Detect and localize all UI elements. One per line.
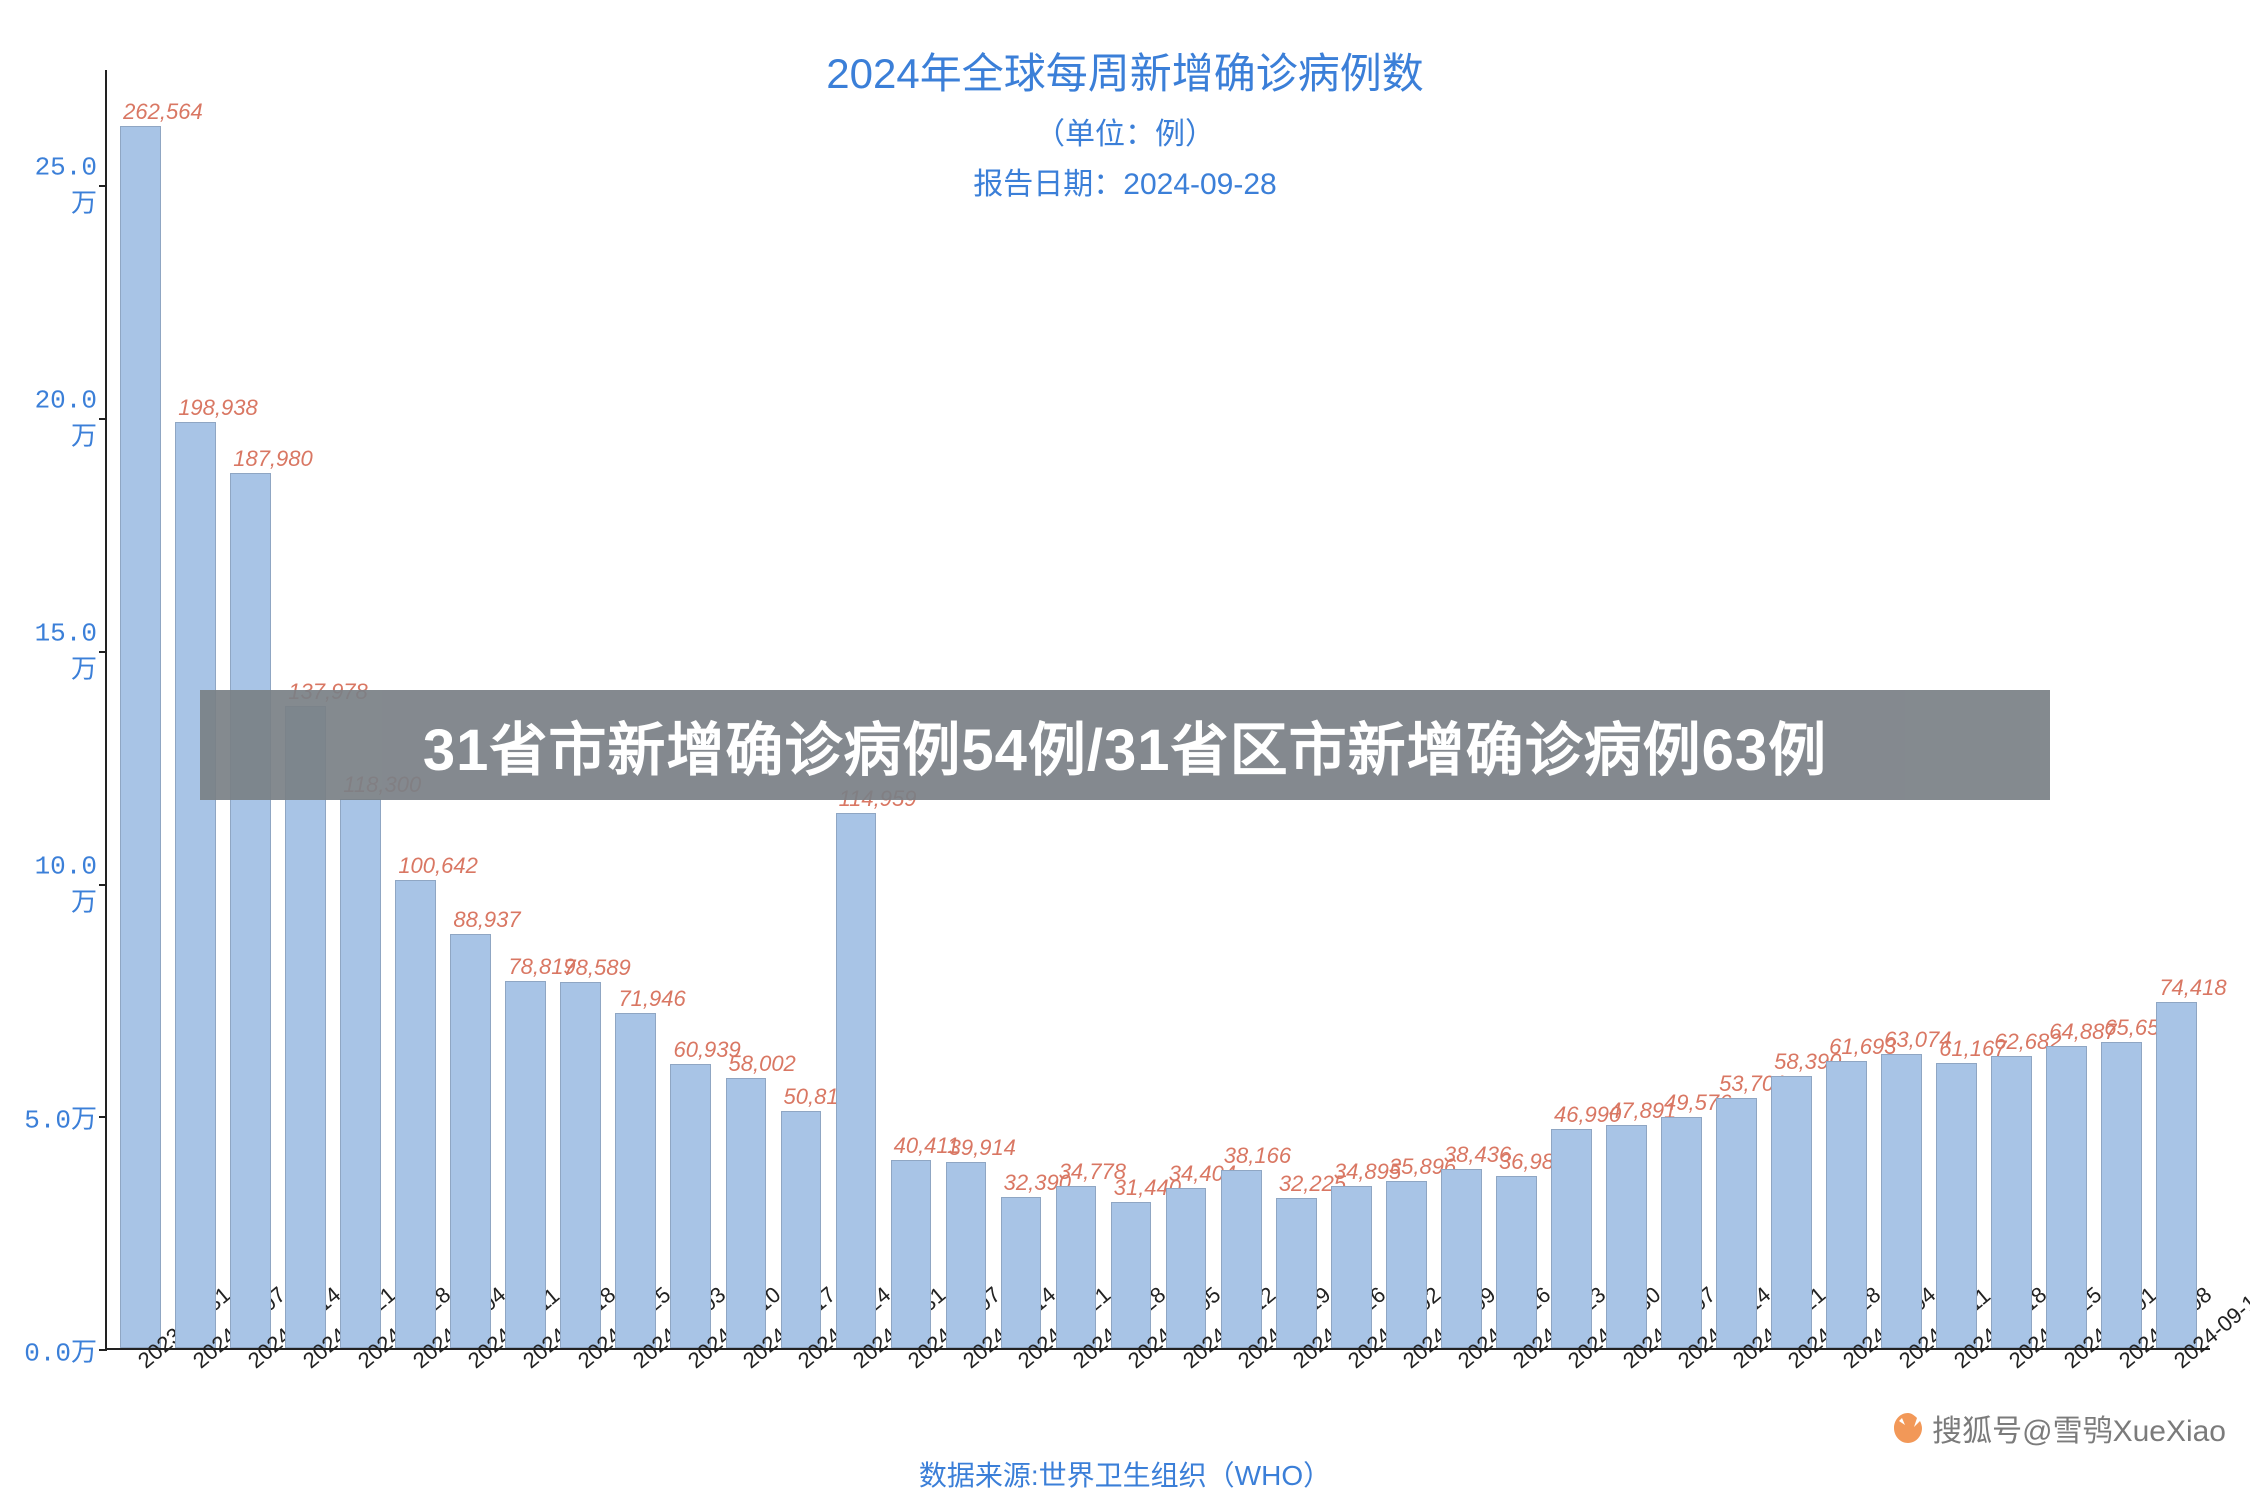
bar-slot: 65,6552024-09-08 — [2094, 70, 2149, 1348]
bar: 198,938 — [175, 422, 216, 1348]
bar: 34,778 — [1056, 1186, 1097, 1348]
bar: 40,411 — [891, 1160, 932, 1348]
bar: 88,937 — [450, 934, 491, 1348]
bar: 62,682 — [1991, 1056, 2032, 1348]
bar: 49,576 — [1661, 1117, 1702, 1348]
bar: 35,896 — [1386, 1181, 1427, 1348]
bar-slot: 262,5642023-12-31 — [113, 70, 168, 1348]
bar-slot: 74,4182024-09-15 — [2149, 70, 2204, 1348]
y-tick-mark — [99, 884, 107, 886]
bar: 32,390 — [1001, 1197, 1042, 1348]
watermark: 搜狐号@雪鸮XueXiao — [1890, 1406, 2226, 1450]
bar: 137,978 — [285, 706, 326, 1348]
bar: 100,642 — [395, 880, 436, 1348]
y-tick-label: 25.0万 — [12, 153, 97, 220]
bar: 38,436 — [1441, 1169, 1482, 1348]
bar: 114,959 — [836, 813, 877, 1348]
bar: 187,980 — [230, 473, 271, 1348]
chart-container: 2024年全球每周新增确诊病例数 （单位：例） 报告日期：2024-09-28 … — [0, 0, 2250, 1500]
overlay-banner: 31省市新增确诊病例54例/31省区市新增确诊病例63例 — [200, 690, 2050, 800]
bar-value-label: 74,418 — [2159, 975, 2226, 1003]
y-tick-mark — [99, 651, 107, 653]
sohu-fox-icon — [1890, 1410, 1926, 1446]
bar: 78,589 — [560, 982, 601, 1348]
bar: 71,946 — [615, 1013, 656, 1348]
bar: 61,693 — [1826, 1061, 1867, 1348]
bar: 60,939 — [670, 1064, 711, 1348]
y-tick-label: 5.0万 — [12, 1099, 97, 1136]
watermark-text: 搜狐号@雪鸮XueXiao — [1932, 1406, 2226, 1450]
bar: 50,815 — [781, 1111, 822, 1348]
bar: 58,390 — [1771, 1076, 1812, 1348]
bar: 39,914 — [946, 1162, 987, 1348]
bar: 118,300 — [340, 799, 381, 1348]
y-tick-label: 20.0万 — [12, 386, 97, 453]
bar: 31,440 — [1111, 1202, 1152, 1348]
bar: 64,887 — [2046, 1046, 2087, 1348]
bar: 34,895 — [1331, 1186, 1372, 1348]
bar: 36,981 — [1496, 1176, 1537, 1348]
bar: 61,167 — [1936, 1063, 1977, 1348]
y-tick-label: 15.0万 — [12, 618, 97, 685]
bar: 63,074 — [1881, 1054, 1922, 1348]
bar: 53,701 — [1716, 1098, 1757, 1348]
y-tick-label: 10.0万 — [12, 851, 97, 918]
y-tick-label: 0.0万 — [12, 1332, 97, 1369]
y-tick-mark — [99, 1116, 107, 1118]
y-tick-mark — [99, 1349, 107, 1351]
bar: 78,819 — [505, 981, 546, 1348]
bar: 58,002 — [726, 1078, 767, 1348]
bar: 65,655 — [2101, 1042, 2142, 1348]
bar: 34,404 — [1166, 1188, 1207, 1348]
bar: 46,990 — [1551, 1129, 1592, 1348]
y-tick-mark — [99, 418, 107, 420]
source-caption: 数据来源:世界卫生组织（WHO） — [919, 1454, 1331, 1494]
bar: 262,564 — [120, 126, 161, 1348]
bar: 32,225 — [1276, 1198, 1317, 1348]
y-tick-mark — [99, 185, 107, 187]
bar: 47,891 — [1606, 1125, 1647, 1348]
bar: 74,418 — [2156, 1002, 2197, 1348]
overlay-text: 31省市新增确诊病例54例/31省区市新增确诊病例63例 — [423, 703, 1827, 787]
bar: 38,166 — [1221, 1170, 1262, 1348]
